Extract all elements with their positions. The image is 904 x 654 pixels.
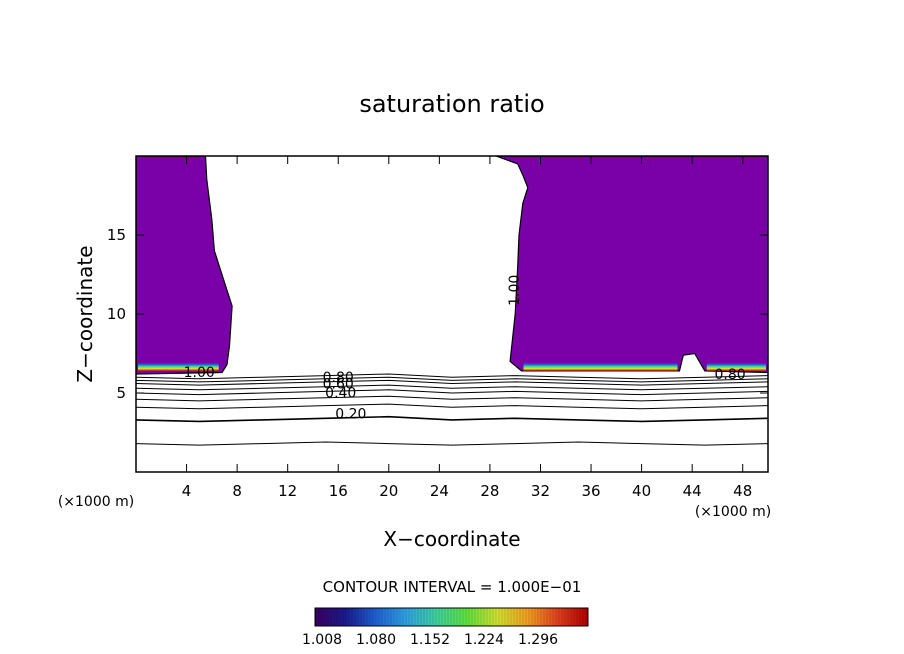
x-tick-label: 16: [329, 482, 348, 500]
x-axis-label: X−coordinate: [383, 527, 520, 551]
chart-title: saturation ratio: [359, 90, 544, 118]
colorbar-tick-label: 1.008: [302, 632, 342, 648]
x-unit-label-right: (×1000 m): [695, 504, 771, 520]
colorbar: [314, 607, 589, 627]
x-tick-label: 8: [232, 482, 242, 500]
cloud-band-1-3: [523, 369, 678, 371]
y-axis-ticks: 5 10 15: [107, 226, 768, 402]
cloud-band-0-1: [138, 365, 219, 370]
x-tick-label: 48: [733, 482, 752, 500]
plot-area: [136, 156, 768, 446]
contour-0.4: [136, 395, 768, 402]
contour-0.9: [136, 373, 768, 380]
x-tick-label: 44: [683, 482, 702, 500]
contour-0.1: [136, 441, 768, 446]
contour-label: 0.40: [325, 386, 356, 402]
x-axis-ticks: 4 8 12 16 20 24 28 32 36 40 44 48: [182, 156, 752, 500]
region-right: [495, 156, 768, 374]
y-tick-label: 10: [107, 305, 126, 323]
region-left: [136, 156, 233, 375]
cloud-band-2-2: [706, 367, 766, 370]
x-tick-label: 12: [278, 482, 297, 500]
contour-0.8: [136, 376, 768, 383]
contour-0.7: [136, 379, 768, 386]
y-tick-label: 15: [107, 226, 126, 244]
y-axis-label: Z−coordinate: [73, 245, 97, 382]
cloud-base-color-bands: [138, 363, 766, 371]
contour-label: 0.20: [335, 406, 366, 422]
supersaturated-regions: [136, 156, 768, 375]
cloud-band-1-2: [523, 367, 678, 370]
x-tick-label: 32: [531, 482, 550, 500]
colorbar-tick-label: 1.296: [518, 632, 558, 648]
contour-0.2: [136, 415, 768, 423]
colorbar-tick-label: 1.080: [356, 632, 396, 648]
contour-label: 0.80: [323, 370, 354, 386]
contour-labels: 1.001.000.800.600.400.200.80: [184, 275, 746, 423]
contour-label: 1.00: [507, 275, 523, 306]
contour-label: 1.00: [184, 365, 215, 381]
x-tick-label: 40: [632, 482, 651, 500]
colorbar-stripes: [315, 609, 587, 625]
colorbar-tick-label: 1.152: [410, 632, 450, 648]
contour-0.5: [136, 389, 768, 396]
contour-label: 0.80: [714, 367, 745, 383]
x-tick-label: 36: [581, 482, 600, 500]
x-tick-label: 20: [379, 482, 398, 500]
colorbar-ticks: 1.008 1.080 1.152 1.224 1.296: [302, 632, 558, 648]
contour-interval-text: CONTOUR INTERVAL = 1.000E−01: [323, 578, 582, 596]
cloud-band-0-3: [138, 369, 219, 371]
contour-0.6: [136, 384, 768, 391]
cloud-band-0-2: [138, 367, 219, 370]
x-tick-label: 24: [430, 482, 449, 500]
colorbar-tick-label: 1.224: [464, 632, 504, 648]
contour-lines: [136, 373, 768, 446]
contour-0.3: [136, 403, 768, 410]
x-tick-label: 4: [182, 482, 192, 500]
cloud-band-2-3: [706, 369, 766, 371]
y-tick-label: 5: [116, 384, 126, 402]
cloud-band-1-1: [523, 365, 678, 370]
cloud-band-2-1: [706, 365, 766, 370]
contour-label: 0.60: [323, 376, 354, 392]
x-unit-label-left: (×1000 m): [58, 494, 134, 510]
x-tick-label: 28: [480, 482, 499, 500]
